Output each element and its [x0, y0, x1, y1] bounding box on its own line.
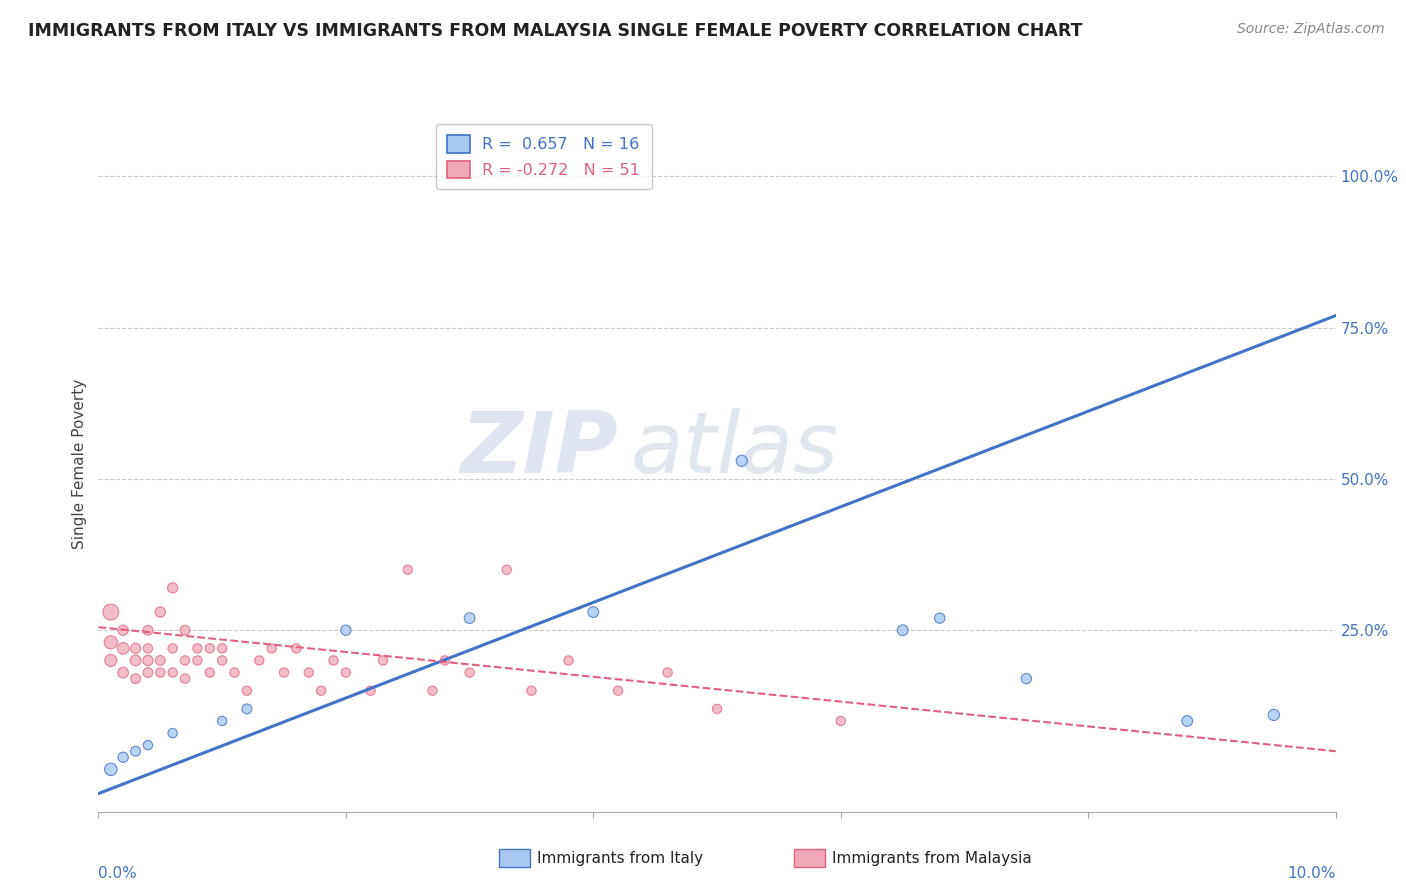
- Point: [657, 665, 679, 680]
- Point: [162, 641, 184, 656]
- Point: [162, 665, 184, 680]
- Legend: R =  0.657   N = 16, R = -0.272   N = 51: R = 0.657 N = 16, R = -0.272 N = 51: [436, 124, 651, 189]
- Point: [186, 641, 208, 656]
- Text: Source: ZipAtlas.com: Source: ZipAtlas.com: [1237, 22, 1385, 37]
- Point: [211, 653, 233, 667]
- Point: [309, 683, 332, 698]
- Point: [236, 683, 259, 698]
- Point: [520, 683, 543, 698]
- Point: [198, 641, 221, 656]
- Point: [112, 624, 135, 638]
- Point: [136, 641, 159, 656]
- Point: [149, 605, 172, 619]
- Point: [100, 605, 122, 619]
- Point: [260, 641, 283, 656]
- Point: [335, 665, 357, 680]
- Point: [433, 653, 456, 667]
- Point: [396, 563, 419, 577]
- Point: [335, 624, 357, 638]
- Point: [236, 702, 259, 716]
- Point: [285, 641, 308, 656]
- Point: [1263, 707, 1285, 722]
- Point: [557, 653, 579, 667]
- Point: [607, 683, 630, 698]
- Text: 0.0%: 0.0%: [98, 866, 138, 881]
- Point: [247, 653, 270, 667]
- Point: [1015, 672, 1038, 686]
- Point: [928, 611, 950, 625]
- Point: [136, 624, 159, 638]
- Point: [706, 702, 728, 716]
- Point: [162, 726, 184, 740]
- Point: [198, 665, 221, 680]
- Point: [136, 738, 159, 752]
- Point: [891, 624, 914, 638]
- Point: [830, 714, 852, 728]
- Point: [298, 665, 321, 680]
- Point: [112, 665, 135, 680]
- Point: [136, 665, 159, 680]
- Point: [495, 563, 517, 577]
- Text: ZIP: ZIP: [460, 409, 619, 491]
- Point: [731, 454, 754, 468]
- Point: [124, 641, 146, 656]
- Point: [149, 653, 172, 667]
- Point: [458, 665, 481, 680]
- Text: Immigrants from Italy: Immigrants from Italy: [537, 851, 703, 865]
- Point: [371, 653, 394, 667]
- Point: [211, 714, 233, 728]
- Point: [360, 683, 382, 698]
- Point: [100, 653, 122, 667]
- Point: [422, 683, 444, 698]
- Point: [100, 635, 122, 649]
- Point: [124, 744, 146, 758]
- Text: Immigrants from Malaysia: Immigrants from Malaysia: [832, 851, 1032, 865]
- Point: [186, 653, 208, 667]
- Point: [322, 653, 344, 667]
- Point: [174, 624, 197, 638]
- Point: [162, 581, 184, 595]
- Point: [1175, 714, 1198, 728]
- Point: [582, 605, 605, 619]
- Text: 10.0%: 10.0%: [1288, 866, 1336, 881]
- Point: [112, 641, 135, 656]
- Point: [100, 763, 122, 777]
- Text: atlas: atlas: [630, 409, 838, 491]
- Point: [124, 653, 146, 667]
- Point: [112, 750, 135, 764]
- Point: [211, 641, 233, 656]
- Y-axis label: Single Female Poverty: Single Female Poverty: [72, 379, 87, 549]
- Point: [174, 653, 197, 667]
- Point: [149, 665, 172, 680]
- Point: [458, 611, 481, 625]
- Text: IMMIGRANTS FROM ITALY VS IMMIGRANTS FROM MALAYSIA SINGLE FEMALE POVERTY CORRELAT: IMMIGRANTS FROM ITALY VS IMMIGRANTS FROM…: [28, 22, 1083, 40]
- Point: [124, 672, 146, 686]
- Point: [224, 665, 246, 680]
- Point: [273, 665, 295, 680]
- Point: [174, 672, 197, 686]
- Point: [136, 653, 159, 667]
